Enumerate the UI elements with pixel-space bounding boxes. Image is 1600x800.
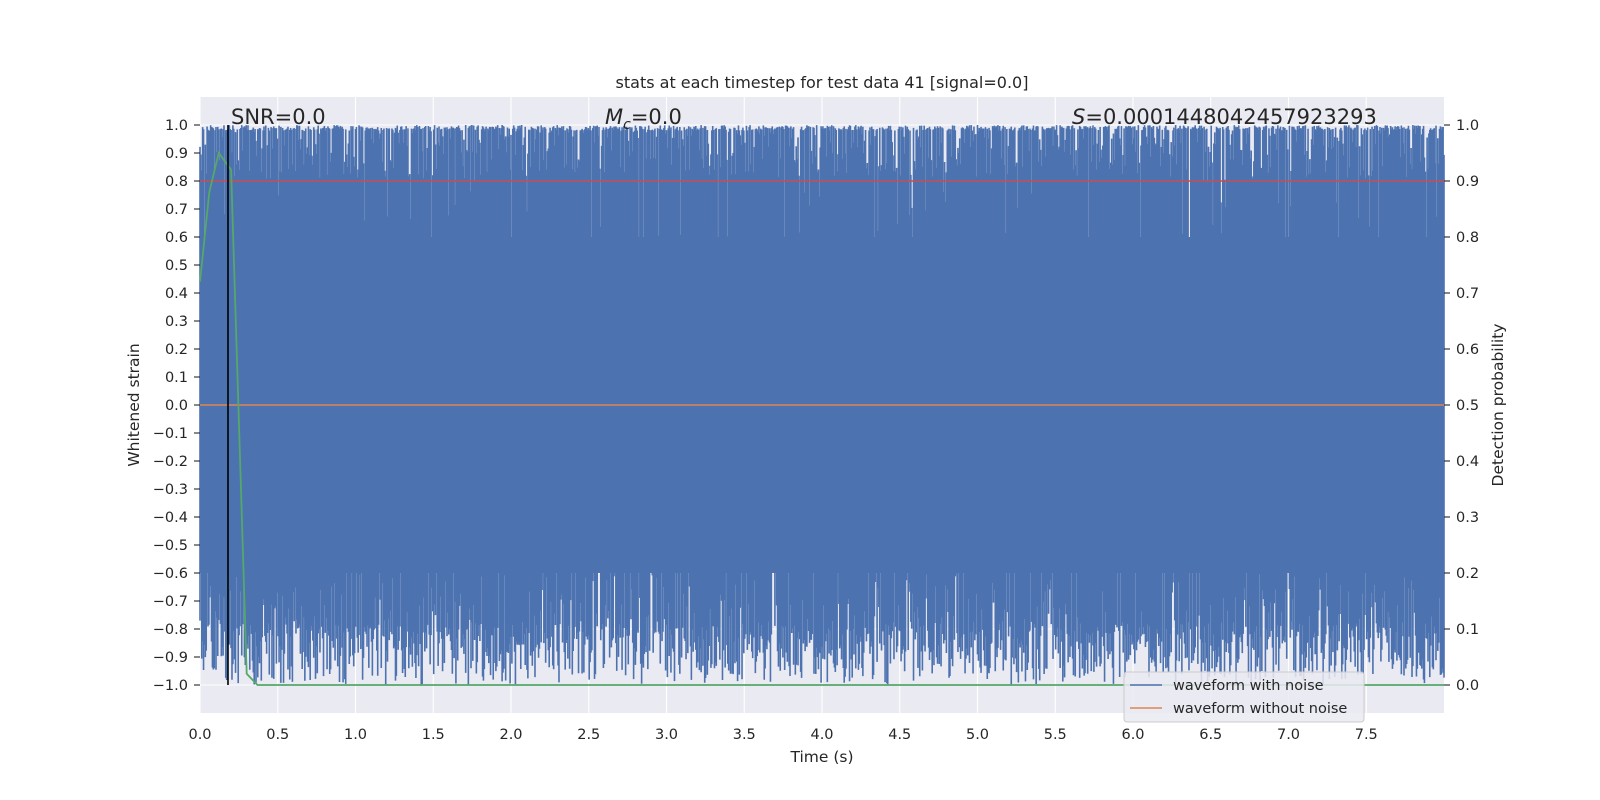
x-tick-label: 4.0 [810,727,833,743]
y2-tick-label: 0.6 [1456,342,1479,358]
x-tick-label: 2.0 [499,727,522,743]
detection-probability-line [199,150,1444,686]
x-tick-label: 0.5 [266,727,289,743]
y2-tick-label: 1.0 [1456,118,1479,134]
chirp-mass-value: =0.0 [631,105,682,129]
y2-tick-label: 0.3 [1456,510,1479,526]
x-tick-label: 5.0 [966,727,989,743]
y-tick-label: 0.1 [165,370,188,386]
s-symbol: S [1072,105,1085,129]
x-tick-label: 3.5 [733,727,756,743]
y2-tick-label: 0.4 [1456,454,1479,470]
y-tick-label: −0.1 [153,426,188,442]
legend-label-clean: waveform without noise [1173,701,1347,717]
y-tick-label: −0.9 [153,650,188,666]
x-tick-label: 6.0 [1121,727,1144,743]
y-axis-label: Whitened strain [125,343,143,466]
chirp-mass-symbol: M [605,105,623,129]
y-tick-label: 0.0 [165,398,188,414]
y2-tick-label: 0.8 [1456,230,1479,246]
y-tick-label: 0.3 [165,314,188,330]
y-tick-label: 0.6 [165,230,188,246]
y2-tick-label: 0.7 [1456,286,1479,302]
snr-annotation: SNR=0.0 [231,105,326,129]
y2-tick-label: 0.0 [1456,678,1479,694]
y-tick-label: −0.5 [153,538,188,554]
y-tick-label: −0.6 [153,566,188,582]
y-tick-label: 0.7 [165,202,188,218]
y-tick-label: 0.2 [165,342,188,358]
x-tick-label: 7.5 [1355,727,1378,743]
y-tick-label: −0.2 [153,454,188,470]
y-tick-label: −0.7 [153,594,188,610]
s-value: =0.0001448042457923293 [1085,105,1377,129]
x-axis-label: Time (s) [789,748,853,766]
chirp-mass-annotation: Mc=0.0 [605,105,682,133]
ticks: 0.0 0.5 1.0 1.5 2.0 2.5 3.0 3.5 4.0 4.5 5.0 5.5 6.0 6… [153,118,1479,743]
y2-tick-label: 0.9 [1456,174,1479,190]
y-tick-label: −0.3 [153,482,188,498]
overlay-series [199,125,1444,686]
y-tick-label: 0.5 [165,258,188,274]
y-tick-label: −0.8 [153,622,188,638]
x-tick-label: 1.0 [344,727,367,743]
y2-tick-label: 0.1 [1456,622,1479,638]
x-tick-label: 2.5 [577,727,600,743]
x-tick-label: 5.5 [1044,727,1067,743]
x-tick-label: 0.0 [188,727,211,743]
x-tick-label: 7.0 [1277,727,1300,743]
x-tick-label: 1.5 [422,727,445,743]
chirp-mass-subscript: c [623,117,631,133]
legend-label-noise: waveform with noise [1173,678,1324,694]
y2-tick-label: 0.5 [1456,398,1479,414]
legend-box [1123,671,1365,723]
y2-tick-label: 0.2 [1456,566,1479,582]
y-tick-label: 0.8 [165,174,188,190]
y2-axis-label: Detection probability [1489,324,1507,487]
legend: waveform with noise waveform without noi… [1123,671,1365,723]
chart-title: stats at each timestep for test data 41 … [616,73,1029,92]
x-tick-label: 3.0 [655,727,678,743]
x-tick-label: 6.5 [1199,727,1222,743]
y-tick-label: −0.4 [153,510,188,526]
s-annotation: S=0.0001448042457923293 [1072,105,1377,129]
y-tick-label: 1.0 [165,118,188,134]
x-tick-label: 4.5 [888,727,911,743]
y-tick-label: 0.4 [165,286,188,302]
y-tick-label: 0.9 [165,146,188,162]
y-tick-label: −1.0 [153,678,188,694]
